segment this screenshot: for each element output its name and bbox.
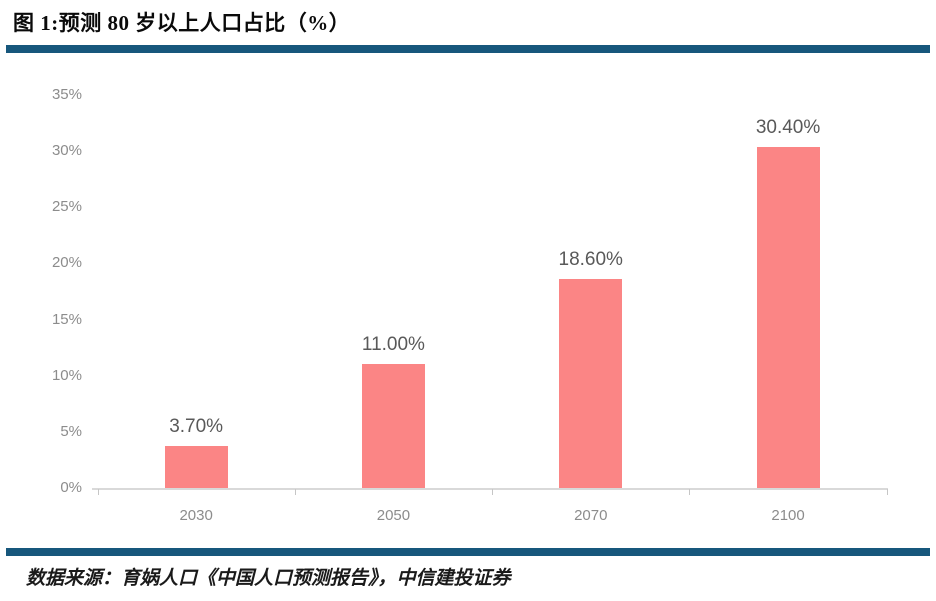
y-axis-tick-label: 30% <box>51 142 82 160</box>
x-axis-tick <box>886 489 888 495</box>
x-axis-category-label: 2050 <box>376 507 411 524</box>
x-axis-category-label: 2070 <box>574 507 608 524</box>
y-axis-tick-label: 20% <box>51 254 82 272</box>
x-axis-tick <box>492 489 494 495</box>
y-axis-tick-label: 10% <box>51 366 82 384</box>
bar <box>164 446 228 488</box>
bar-value-label: 3.70% <box>169 416 224 438</box>
x-axis-line <box>91 488 888 490</box>
data-source-note: 数据来源：育娲人口《中国人口预测报告》，中信建投证券 <box>26 568 511 589</box>
bar-value-label: 11.00% <box>361 334 425 356</box>
x-axis-tick <box>97 489 99 495</box>
y-axis-tick-label: 25% <box>51 198 82 216</box>
y-axis-tick-label: 5% <box>60 422 82 440</box>
bar <box>361 364 425 488</box>
figure-title: 图 1:预测 80 岁以上人口占比（%） <box>13 11 351 35</box>
y-axis-tick-label: 15% <box>51 310 82 328</box>
bar <box>756 146 820 488</box>
top-divider <box>6 45 930 53</box>
x-axis-tick <box>294 489 296 495</box>
y-axis-tick-label: 0% <box>60 479 82 496</box>
x-axis-category-label: 2100 <box>771 507 805 524</box>
x-axis-category-label: 2030 <box>179 507 213 524</box>
bar-value-label: 30.40% <box>755 116 821 138</box>
x-axis-tick <box>689 489 691 495</box>
bottom-divider <box>6 548 930 556</box>
bar <box>559 279 623 488</box>
bar-value-label: 18.60% <box>558 249 623 271</box>
y-axis-tick-label: 35% <box>51 86 82 103</box>
